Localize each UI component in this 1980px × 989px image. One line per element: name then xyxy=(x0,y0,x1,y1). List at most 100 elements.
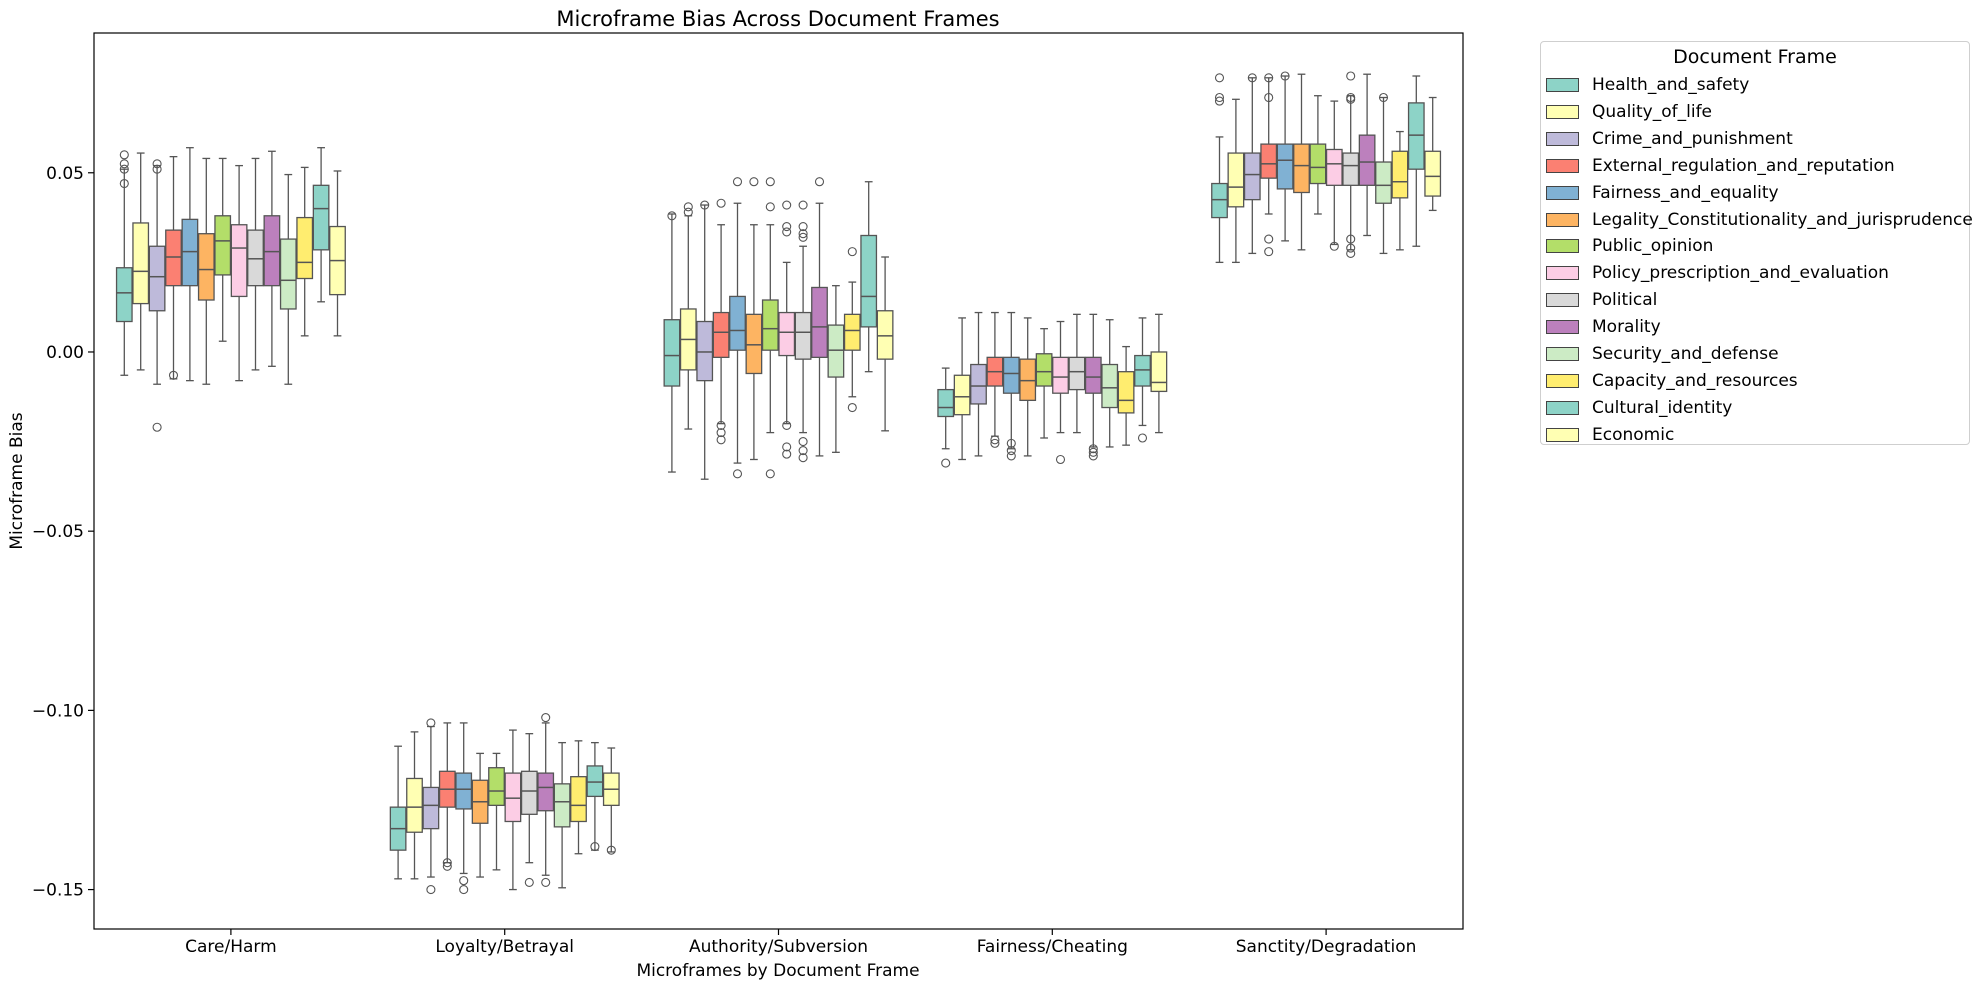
outlier-point xyxy=(524,877,534,887)
outlier-point xyxy=(1264,92,1274,103)
box-Policy_prescription_and_evaluation-0 xyxy=(230,164,248,382)
legend-swatch xyxy=(1546,158,1579,173)
outlier-point xyxy=(1378,92,1389,103)
box-Public_opinion-0 xyxy=(214,157,232,342)
legend-title: Document Frame xyxy=(1673,46,1837,68)
box-iqr xyxy=(712,311,730,359)
outlier-point xyxy=(990,438,1000,448)
y-tick-label: −0.15 xyxy=(32,881,84,901)
box-iqr xyxy=(1211,182,1228,219)
outlier-point xyxy=(1006,451,1016,461)
x-tick-label: Care/Harm xyxy=(185,937,277,957)
legend-item-Cultural_identity: Cultural_identity xyxy=(1541,397,1732,419)
box-iqr xyxy=(537,772,555,812)
legend-item-Morality: Morality xyxy=(1541,316,1661,338)
box-iqr xyxy=(504,772,522,823)
box-iqr xyxy=(729,295,746,351)
y-tick-label: 0.00 xyxy=(46,343,84,363)
outlier-point xyxy=(732,177,743,187)
outlier-point xyxy=(683,207,693,217)
box-Capacity_and_resources-0 xyxy=(296,166,314,337)
legend: Document Frame Health_and_safety Quality_… xyxy=(1540,41,1973,445)
box-iqr xyxy=(811,286,828,359)
box-iqr xyxy=(197,233,215,301)
box-iqr xyxy=(761,299,779,351)
outlier-point xyxy=(1006,438,1016,448)
legend-label: Fairness_and_equality xyxy=(1592,182,1779,203)
box-iqr xyxy=(247,229,264,287)
outlier-point xyxy=(1329,241,1339,251)
outlier-point xyxy=(683,202,693,212)
outlier-point xyxy=(1346,94,1356,104)
outlier-point xyxy=(847,247,857,257)
legend-swatch xyxy=(1546,78,1579,92)
legend-label: Security_and_defense xyxy=(1592,344,1779,364)
legend-label: Morality xyxy=(1592,317,1661,338)
box-iqr xyxy=(1342,152,1360,186)
box-Political-2 xyxy=(794,200,812,463)
outlier-point xyxy=(782,200,792,210)
x-tick-label: Authority/Subversion xyxy=(689,937,868,957)
box-External_regulation_and_reputation-3 xyxy=(986,311,1004,448)
outlier-point xyxy=(990,435,1000,445)
legend-swatch xyxy=(1546,131,1579,146)
y-tick-label: −0.10 xyxy=(32,701,84,721)
legend-swatch xyxy=(1546,185,1579,200)
outlier-point xyxy=(1264,73,1274,83)
outlier-point xyxy=(941,458,951,468)
outlier-point xyxy=(119,150,129,160)
box-Public_opinion-2 xyxy=(761,177,779,479)
box-iqr xyxy=(1117,371,1135,414)
box-iqr xyxy=(296,216,314,280)
legend-label: Public_opinion xyxy=(1592,236,1714,257)
box-iqr xyxy=(778,311,796,357)
box-Crime_and_punishment-4 xyxy=(1243,73,1261,255)
legend-item-Fairness_and_equality: Fairness_and_equality xyxy=(1541,182,1779,204)
box-Political-0 xyxy=(247,157,264,371)
box-External_regulation_and_reputation-0 xyxy=(165,155,182,380)
y-axis-label: Microframe Bias xyxy=(7,412,27,549)
outlier-point xyxy=(1247,73,1257,83)
box-iqr xyxy=(1375,161,1392,204)
box-iqr xyxy=(745,313,763,375)
outlier-point xyxy=(168,370,179,380)
box-Crime_and_punishment-2 xyxy=(696,200,714,480)
outlier-point xyxy=(152,422,162,432)
legend-item-Policy_prescription_and_evaluation: Policy_prescription_and_evaluation xyxy=(1541,262,1889,284)
box-Legality_Constitutionality_and_jurisprudence-1 xyxy=(471,752,489,878)
box-iqr xyxy=(586,765,604,798)
y-axis: 0.05 0.00 −0.05 −0.10 −0.15 xyxy=(32,164,94,901)
legend-label: Legality_Constitutionality_and_jurisprud… xyxy=(1592,209,1973,230)
box-iqr xyxy=(1293,143,1310,194)
box-Economic-3 xyxy=(1150,313,1168,434)
outlier-point xyxy=(782,227,792,237)
x-axis-label: Microframes by Document Frame xyxy=(636,961,919,981)
box-iqr xyxy=(132,222,150,305)
outlier-point xyxy=(1137,433,1148,443)
box-Health_and_safety-4 xyxy=(1211,73,1228,264)
box-iqr xyxy=(953,374,971,416)
box-iqr xyxy=(860,234,878,328)
x-tick-label: Fairness/Cheating xyxy=(977,937,1128,957)
box-iqr xyxy=(1035,353,1053,387)
plot-area xyxy=(115,71,1442,895)
outlier-point xyxy=(798,437,808,447)
box-Economic-2 xyxy=(876,256,894,432)
box-Public_opinion-3 xyxy=(1035,328,1053,439)
legend-swatch xyxy=(1546,400,1579,415)
box-iqr xyxy=(263,215,281,287)
box-Morality-3 xyxy=(1084,313,1102,461)
box-Cultural_identity-1 xyxy=(586,741,604,852)
box-iqr xyxy=(1424,150,1442,197)
box-Fairness_and_equality-2 xyxy=(729,177,746,479)
outlier-point xyxy=(700,200,710,210)
outlier-point xyxy=(1346,234,1356,244)
box-Health_and_safety-0 xyxy=(115,150,133,376)
box-iqr xyxy=(214,215,232,276)
outlier-point xyxy=(1088,447,1098,457)
box-Political-3 xyxy=(1068,313,1086,434)
box-iqr xyxy=(970,363,987,405)
box-Legality_Constitutionality_and_jurisprudence-0 xyxy=(197,157,215,385)
box-Political-1 xyxy=(520,733,538,887)
box-iqr xyxy=(148,245,166,312)
